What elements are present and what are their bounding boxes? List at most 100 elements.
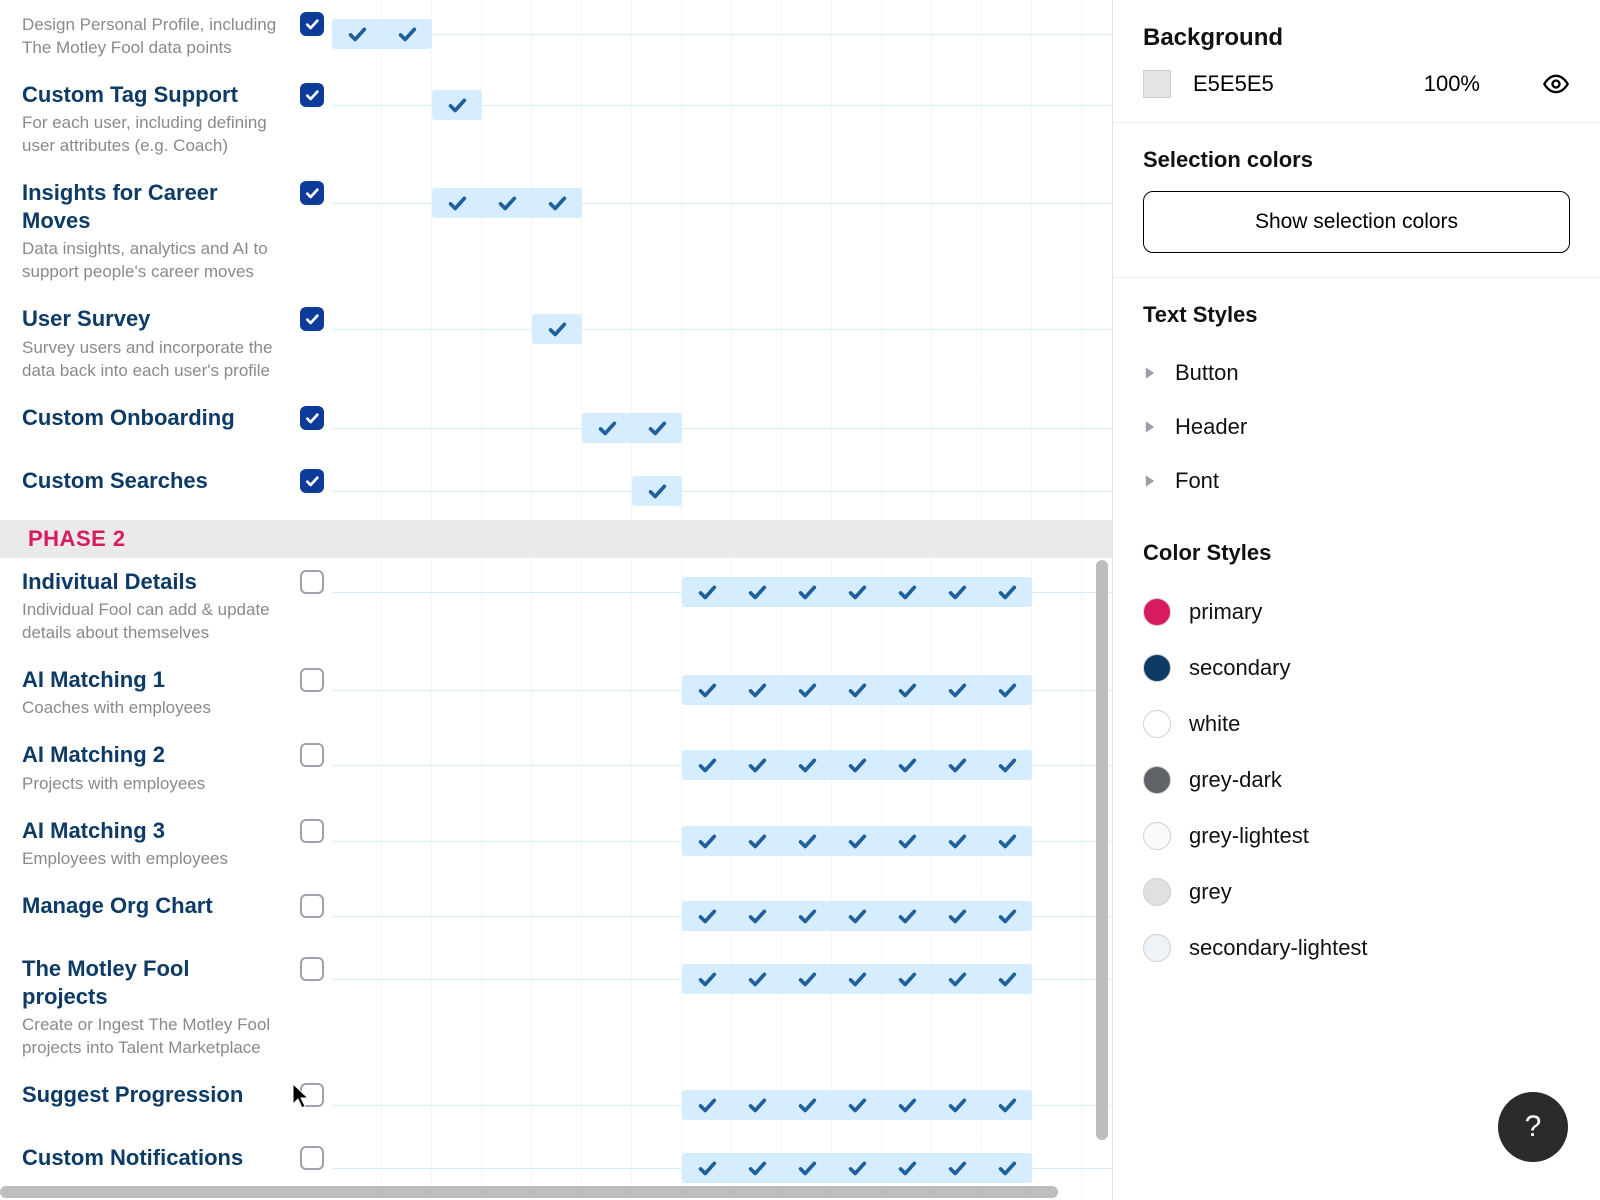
feature-timeline (332, 1150, 1112, 1186)
color-swatch (1143, 766, 1171, 794)
timeline-band[interactable] (682, 964, 1032, 994)
feature-row-ai-match-2: AI Matching 2Projects with employees (0, 731, 1112, 806)
color-style-secondary[interactable]: secondary (1143, 640, 1570, 696)
timeline-tick (732, 830, 782, 852)
selection-colors-heading: Selection colors (1143, 147, 1570, 173)
timeline-tick (732, 581, 782, 603)
timeline-band[interactable] (682, 901, 1032, 931)
color-style-secondary-lightest[interactable]: secondary-lightest (1143, 920, 1570, 976)
feature-timeline (332, 747, 1112, 783)
timeline-tick (932, 1157, 982, 1179)
feature-checkbox[interactable] (300, 469, 324, 493)
feature-row-insights: Insights for Career MovesData insights, … (0, 169, 1112, 295)
color-style-label: white (1189, 711, 1240, 737)
feature-title: Insights for Career Moves (22, 179, 280, 234)
help-button[interactable]: ? (1498, 1092, 1568, 1162)
timeline-band[interactable] (682, 577, 1032, 607)
feature-checkbox[interactable] (300, 406, 324, 430)
feature-checkbox[interactable] (300, 957, 324, 981)
feature-timeline (332, 574, 1112, 610)
timeline-tick (832, 830, 882, 852)
timeline-tick (682, 1094, 732, 1116)
timeline-band[interactable] (682, 1090, 1032, 1120)
timeline-tick (682, 581, 732, 603)
feature-title: Custom Searches (22, 467, 280, 495)
timeline-band[interactable] (682, 750, 1032, 780)
background-swatch[interactable] (1143, 70, 1171, 98)
timeline-tick (882, 968, 932, 990)
timeline-tick (632, 480, 682, 502)
feature-list: Design Personal Profile, including The M… (0, 0, 1112, 1197)
timeline-tick (782, 679, 832, 701)
text-style-button[interactable]: Button (1143, 346, 1570, 400)
feature-checkbox[interactable] (300, 181, 324, 205)
feature-checkbox[interactable] (300, 570, 324, 594)
show-selection-colors-button[interactable]: Show selection colors (1143, 191, 1570, 253)
timeline-band[interactable] (682, 675, 1032, 705)
feature-desc: For each user, including defining user a… (22, 112, 280, 158)
feature-checkbox[interactable] (300, 819, 324, 843)
color-swatch (1143, 598, 1171, 626)
text-style-font[interactable]: Font (1143, 454, 1570, 508)
timeline-tick (882, 905, 932, 927)
feature-checkbox[interactable] (300, 12, 324, 36)
timeline-tick (732, 1157, 782, 1179)
text-style-label: Font (1175, 468, 1219, 494)
timeline-tick (732, 679, 782, 701)
color-styles-section: Color Styles primarysecondarywhitegrey-d… (1113, 516, 1600, 1000)
feature-desc: Survey users and incorporate the data ba… (22, 337, 280, 383)
color-swatch (1143, 654, 1171, 682)
timeline-tick (932, 581, 982, 603)
timeline-tick (882, 581, 932, 603)
timeline-tick (832, 1157, 882, 1179)
timeline-tick (882, 754, 932, 776)
timeline-band[interactable] (682, 826, 1032, 856)
visibility-icon[interactable] (1542, 70, 1570, 98)
feature-checkbox[interactable] (300, 1146, 324, 1170)
phase-2-band: PHASE 2 (0, 520, 1112, 558)
feature-timeline (332, 473, 1112, 509)
feature-row-indiv-details: Indivitual DetailsIndividual Fool can ad… (0, 558, 1112, 656)
feature-checkbox[interactable] (300, 894, 324, 918)
color-style-white[interactable]: white (1143, 696, 1570, 752)
feature-checkbox[interactable] (300, 668, 324, 692)
timeline-band[interactable] (432, 90, 482, 120)
caret-right-icon (1143, 420, 1157, 434)
timeline-band[interactable] (532, 314, 582, 344)
timeline-tick (832, 968, 882, 990)
timeline-tick (932, 754, 982, 776)
timeline-tick (832, 905, 882, 927)
timeline-band[interactable] (582, 413, 682, 443)
color-style-label: secondary-lightest (1189, 935, 1368, 961)
color-style-grey-lightest[interactable]: grey-lightest (1143, 808, 1570, 864)
color-style-grey-dark[interactable]: grey-dark (1143, 752, 1570, 808)
timeline-tick (932, 905, 982, 927)
feature-desc: Coaches with employees (22, 697, 280, 720)
color-style-primary[interactable]: primary (1143, 584, 1570, 640)
timeline-tick (932, 968, 982, 990)
timeline-band[interactable] (432, 188, 582, 218)
timeline-tick (482, 192, 532, 214)
timeline-band[interactable] (632, 476, 682, 506)
feature-checkbox[interactable] (300, 743, 324, 767)
feature-title: Custom Onboarding (22, 404, 280, 432)
feature-title: The Motley Fool projects (22, 955, 280, 1010)
feature-checkbox[interactable] (300, 307, 324, 331)
vertical-scrollbar[interactable] (1096, 560, 1108, 1140)
feature-desc: Projects with employees (22, 773, 280, 796)
color-style-label: secondary (1189, 655, 1291, 681)
background-hex[interactable]: E5E5E5 (1193, 71, 1274, 97)
horizontal-scrollbar[interactable] (0, 1186, 1058, 1198)
feature-checkbox[interactable] (300, 83, 324, 107)
color-style-grey[interactable]: grey (1143, 864, 1570, 920)
timeline-tick (682, 830, 732, 852)
text-style-header[interactable]: Header (1143, 400, 1570, 454)
timeline-tick (332, 23, 382, 45)
background-opacity[interactable]: 100% (1424, 71, 1480, 97)
feature-timeline (332, 898, 1112, 934)
timeline-tick (782, 1157, 832, 1179)
timeline-band[interactable] (332, 19, 432, 49)
timeline-band[interactable] (682, 1153, 1032, 1183)
timeline-tick (882, 1094, 932, 1116)
timeline-tick (982, 581, 1032, 603)
